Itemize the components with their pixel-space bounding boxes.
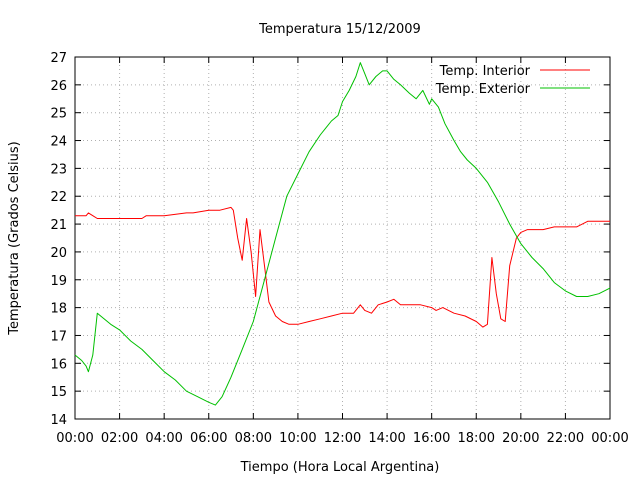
x-tick-label: 08:00 [235, 431, 272, 446]
y-tick-label: 21 [50, 218, 67, 233]
x-tick-label: 22:00 [547, 431, 584, 446]
x-tick-label: 20:00 [502, 431, 539, 446]
x-tick-label: 04:00 [145, 431, 182, 446]
x-tick-label: 00:00 [591, 431, 628, 446]
y-tick-label: 22 [50, 190, 67, 205]
x-tick-label: 12:00 [324, 431, 361, 446]
y-tick-label: 20 [50, 246, 67, 261]
grid-lines [74, 56, 611, 420]
x-tick-label: 02:00 [101, 431, 138, 446]
series-line-temp-exterior [74, 62, 611, 406]
x-tick-label: 10:00 [279, 431, 316, 446]
x-axis-label: Tiempo (Hora Local Argentina) [240, 460, 440, 475]
x-tick-label: 00:00 [56, 431, 93, 446]
y-tick-label: 18 [50, 302, 67, 317]
x-tick-label: 14:00 [368, 431, 405, 446]
y-tick-label: 16 [50, 357, 67, 372]
series-line-temp-interior [75, 206, 610, 328]
y-tick-label: 15 [50, 385, 67, 400]
axis-ticks: 00:00 02:00 04:00 06:00 08:00 10:00 12:00 14:00… [50, 51, 628, 446]
x-tick-label: 16:00 [413, 431, 450, 446]
y-tick-label: 17 [50, 329, 67, 344]
legend-label-temp-exterior: Temp. Exterior [435, 82, 531, 97]
y-axis-label: Temperatura (Grados Celsius) [7, 141, 22, 335]
x-tick-label: 18:00 [458, 431, 495, 446]
y-tick-label: 27 [50, 51, 67, 66]
legend: Temp. Interior Temp. Exterior [435, 64, 590, 97]
legend-label-temp-interior: Temp. Interior [439, 64, 531, 79]
y-tick-label: 14 [50, 413, 67, 428]
y-tick-label: 19 [50, 274, 67, 289]
x-tick-label: 06:00 [190, 431, 227, 446]
y-tick-label: 25 [50, 107, 67, 122]
y-tick-label: 24 [50, 135, 67, 150]
y-tick-label: 23 [50, 162, 67, 177]
series-lines [74, 62, 611, 406]
y-tick-label: 26 [50, 79, 67, 94]
chart-title: Temperatura 15/12/2009 [258, 22, 421, 37]
